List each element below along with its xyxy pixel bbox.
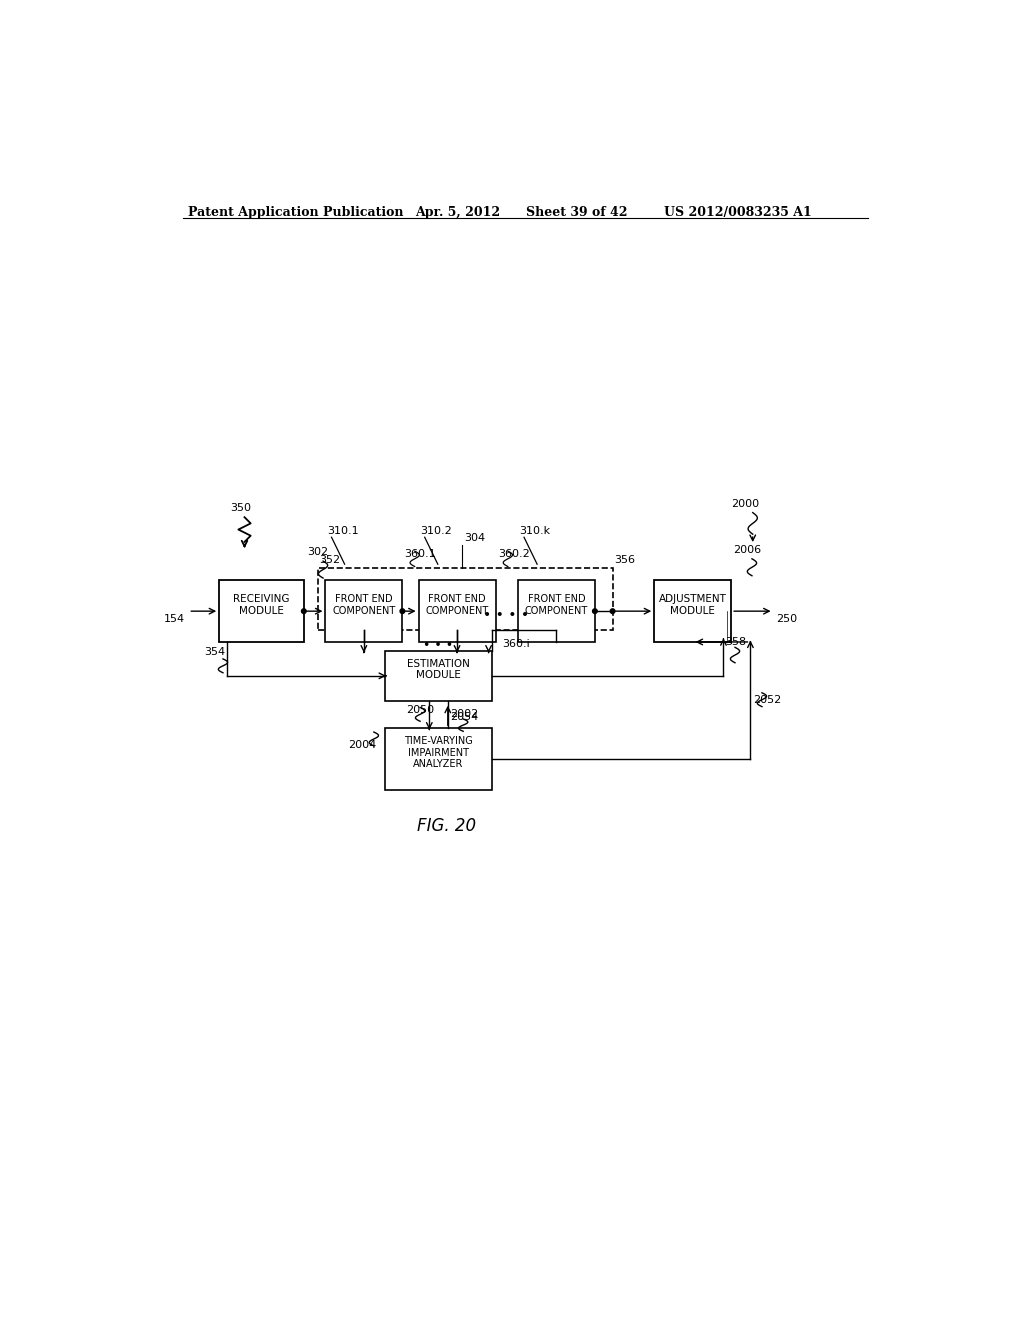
- Circle shape: [610, 609, 614, 614]
- Text: ADJUSTMENT
MODULE: ADJUSTMENT MODULE: [658, 594, 727, 616]
- Text: • • •: • • •: [424, 639, 454, 652]
- Text: FRONT END
COMPONENT: FRONT END COMPONENT: [332, 594, 395, 616]
- Text: TIME-VARYING
IMPAIRMENT
ANALYZER: TIME-VARYING IMPAIRMENT ANALYZER: [404, 737, 473, 770]
- Bar: [385, 651, 493, 701]
- Text: 304: 304: [464, 533, 485, 544]
- Text: 2000: 2000: [731, 499, 759, 508]
- Text: FIG. 20: FIG. 20: [417, 817, 476, 834]
- Text: ESTIMATION
MODULE: ESTIMATION MODULE: [408, 659, 470, 681]
- Text: 250: 250: [776, 614, 797, 624]
- Text: 2052: 2052: [753, 696, 781, 705]
- Text: 2006: 2006: [733, 545, 761, 554]
- Text: 310.1: 310.1: [327, 525, 358, 536]
- Text: US 2012/0083235 A1: US 2012/0083235 A1: [665, 206, 812, 219]
- Bar: [419, 581, 496, 642]
- Text: FRONT END
COMPONENT: FRONT END COMPONENT: [425, 594, 488, 616]
- Text: 2002: 2002: [451, 709, 478, 719]
- Text: 154: 154: [164, 614, 184, 624]
- Text: • • • •: • • • •: [483, 609, 529, 622]
- Text: 2004: 2004: [348, 739, 376, 750]
- Bar: [326, 581, 402, 642]
- Text: 360.2: 360.2: [498, 549, 529, 558]
- Circle shape: [593, 609, 597, 614]
- Text: 310.2: 310.2: [420, 525, 452, 536]
- Circle shape: [400, 609, 404, 614]
- Text: FRONT END
COMPONENT: FRONT END COMPONENT: [524, 594, 588, 616]
- Text: 350: 350: [230, 503, 252, 513]
- Bar: [219, 581, 304, 642]
- Bar: [654, 581, 731, 642]
- Circle shape: [301, 609, 306, 614]
- Bar: [518, 581, 595, 642]
- Text: 360.i: 360.i: [503, 639, 530, 649]
- Text: 2050: 2050: [407, 705, 434, 715]
- Text: Apr. 5, 2012: Apr. 5, 2012: [416, 206, 501, 219]
- Text: 352: 352: [319, 554, 340, 565]
- Text: 2054: 2054: [451, 711, 478, 722]
- Bar: [317, 568, 612, 630]
- Text: 302: 302: [307, 548, 329, 557]
- Text: 358: 358: [725, 638, 746, 647]
- Text: 354: 354: [204, 647, 225, 657]
- Bar: [385, 729, 493, 789]
- Text: 360.1: 360.1: [404, 549, 436, 558]
- Text: RECEIVING
MODULE: RECEIVING MODULE: [233, 594, 290, 616]
- Text: Patent Application Publication: Patent Application Publication: [188, 206, 403, 219]
- Text: Sheet 39 of 42: Sheet 39 of 42: [525, 206, 627, 219]
- Text: 356: 356: [614, 554, 635, 565]
- Text: 310.k: 310.k: [519, 525, 551, 536]
